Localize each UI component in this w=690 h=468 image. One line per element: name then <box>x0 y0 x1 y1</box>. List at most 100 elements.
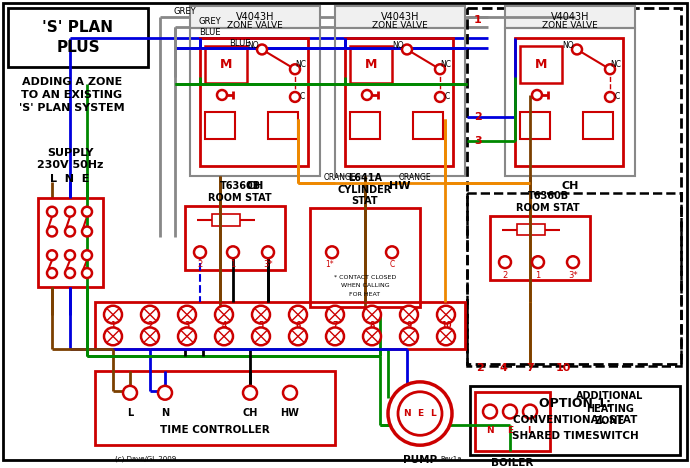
Circle shape <box>104 306 122 323</box>
Text: 10: 10 <box>555 363 571 373</box>
Circle shape <box>499 256 511 268</box>
Bar <box>268 112 298 139</box>
Circle shape <box>82 227 92 236</box>
Circle shape <box>47 268 57 278</box>
Text: 5: 5 <box>259 321 264 330</box>
Text: ZONE VALVE: ZONE VALVE <box>542 21 598 30</box>
Text: M: M <box>365 58 377 71</box>
Text: NC: NC <box>295 60 306 69</box>
Text: M: M <box>220 58 233 71</box>
Circle shape <box>252 328 270 345</box>
Bar <box>467 193 681 366</box>
Text: 3: 3 <box>184 321 190 330</box>
Circle shape <box>283 386 297 400</box>
Text: ZONE VALVE: ZONE VALVE <box>372 21 428 30</box>
Circle shape <box>437 306 455 323</box>
Text: OPTION 1:: OPTION 1: <box>539 397 611 410</box>
Text: 1: 1 <box>535 271 541 279</box>
Text: HW: HW <box>389 181 411 191</box>
Text: TO AN EXISTING: TO AN EXISTING <box>21 90 123 100</box>
Text: CYLINDER: CYLINDER <box>338 185 392 195</box>
Circle shape <box>257 44 267 54</box>
Text: Rev1a: Rev1a <box>440 456 462 462</box>
Bar <box>95 302 465 349</box>
Bar <box>505 6 635 28</box>
Bar <box>205 45 247 83</box>
Text: 4: 4 <box>221 321 226 330</box>
Text: L: L <box>430 409 436 418</box>
Text: NO: NO <box>247 41 259 50</box>
Text: NO: NO <box>562 41 574 50</box>
Circle shape <box>227 246 239 258</box>
Text: HW: HW <box>281 408 299 417</box>
Circle shape <box>178 328 196 345</box>
Text: ORANGE: ORANGE <box>324 173 356 182</box>
Circle shape <box>437 328 455 345</box>
Circle shape <box>215 306 233 323</box>
Circle shape <box>65 250 75 260</box>
Circle shape <box>605 64 615 74</box>
Text: NC: NC <box>440 60 451 69</box>
Bar <box>335 6 465 28</box>
Circle shape <box>262 246 274 258</box>
Circle shape <box>326 306 344 323</box>
Text: BLUE: BLUE <box>229 39 250 48</box>
Circle shape <box>141 306 159 323</box>
Text: ROOM STAT: ROOM STAT <box>208 193 272 203</box>
Circle shape <box>363 328 381 345</box>
Circle shape <box>82 268 92 278</box>
Circle shape <box>386 246 398 258</box>
Circle shape <box>388 382 452 445</box>
Bar <box>520 112 550 139</box>
Text: 'S' PLAN SYSTEM: 'S' PLAN SYSTEM <box>19 103 125 113</box>
Text: WHEN CALLING: WHEN CALLING <box>341 284 389 288</box>
Text: 7: 7 <box>333 321 337 330</box>
Text: 1: 1 <box>230 260 235 269</box>
Text: 10: 10 <box>441 321 451 330</box>
Text: (c) Dave/GL 2009: (c) Dave/GL 2009 <box>115 456 176 462</box>
Bar <box>413 112 443 139</box>
Text: CONVENTIONAL STAT: CONVENTIONAL STAT <box>513 416 637 425</box>
Text: V4043H: V4043H <box>381 12 420 22</box>
Circle shape <box>532 90 542 100</box>
Text: 6: 6 <box>295 321 301 330</box>
Circle shape <box>435 64 445 74</box>
Circle shape <box>400 306 418 323</box>
Text: N: N <box>161 408 169 417</box>
Bar <box>8 8 148 67</box>
Text: T6360B: T6360B <box>527 191 569 201</box>
Circle shape <box>290 92 300 102</box>
Text: 2: 2 <box>148 321 152 330</box>
Bar <box>467 8 681 364</box>
Circle shape <box>47 207 57 217</box>
Text: 4: 4 <box>499 363 507 373</box>
Circle shape <box>289 306 307 323</box>
Text: 2: 2 <box>502 271 508 279</box>
Bar <box>583 112 613 139</box>
Circle shape <box>567 256 579 268</box>
Bar <box>350 112 380 139</box>
Text: PLUS: PLUS <box>56 40 100 55</box>
Text: ZONE VALVE: ZONE VALVE <box>227 21 283 30</box>
Text: HEATING: HEATING <box>586 403 634 414</box>
Text: * CONTACT CLOSED: * CONTACT CLOSED <box>334 275 396 279</box>
Text: L  N  E: L N E <box>50 174 90 184</box>
Text: STAT: STAT <box>352 196 378 206</box>
Circle shape <box>65 268 75 278</box>
Bar <box>335 28 465 176</box>
Circle shape <box>47 227 57 236</box>
Text: ADDING A ZONE: ADDING A ZONE <box>22 77 122 87</box>
Text: N: N <box>403 409 411 418</box>
Circle shape <box>252 306 270 323</box>
Text: FOR HEAT: FOR HEAT <box>349 292 381 297</box>
Text: 2: 2 <box>474 112 482 122</box>
Text: ZONE: ZONE <box>595 417 625 426</box>
Circle shape <box>362 90 372 100</box>
Text: ROOM STAT: ROOM STAT <box>516 203 580 213</box>
Bar <box>515 37 623 166</box>
Text: 7: 7 <box>526 363 534 373</box>
Text: C: C <box>444 93 450 102</box>
Text: 3*: 3* <box>263 260 273 269</box>
Text: 9: 9 <box>406 321 412 330</box>
Text: E: E <box>417 409 423 418</box>
